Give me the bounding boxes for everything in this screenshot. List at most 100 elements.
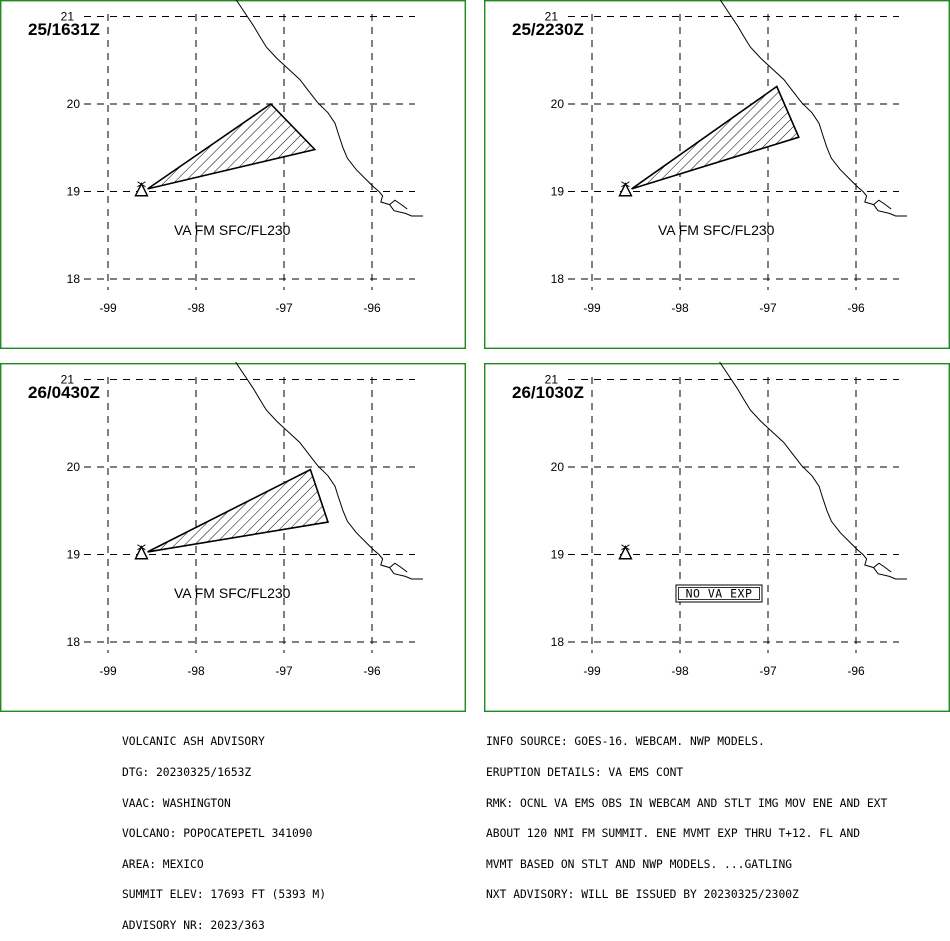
advisory-line: MVMT BASED ON STLT AND NWP MODELS. ...GA… [486, 857, 793, 871]
advisory-line: VOLCANIC ASH ADVISORY [122, 735, 265, 749]
ash-cloud-outline [147, 102, 317, 190]
lat-tick-label: 21 [545, 373, 559, 387]
forecast-panel-1: -99 -98 -97 -96 18 19 20 21 25/1631Z VA FM SFC/… [0, 0, 467, 350]
no-va-box [675, 584, 763, 603]
va-level-label: VA FM SFC/FL230 [658, 222, 775, 238]
volcano-triangle-icon [618, 544, 633, 560]
lon-tick-label: -98 [671, 664, 689, 678]
coastline [719, 361, 907, 580]
advisory-line: ABOUT 120 NMI FM SUMMIT. ENE MVMT EXP TH… [486, 827, 861, 841]
panel-time-label: 25/1631Z [28, 20, 100, 39]
lat-tick-label: 21 [61, 10, 75, 24]
advisory-line: AREA: MEXICO [122, 857, 204, 871]
lon-tick-label: -97 [759, 301, 777, 315]
ash-cloud-outline [147, 468, 330, 553]
coastline [235, 361, 423, 580]
panel-time-label: 26/1030Z [512, 383, 584, 402]
ash-cloud-polygon [147, 102, 317, 190]
advisory-line: VOLCANO: POPOCATEPETL 341090 [122, 827, 313, 841]
coastline-path [719, 0, 907, 217]
va-level-label: VA FM SFC/FL230 [174, 585, 291, 601]
panel-frame [483, 0, 950, 350]
advisory-line: VAAC: WASHINGTON [122, 796, 231, 810]
lon-tick-label: -97 [275, 664, 293, 678]
advisory-line: SUMMIT ELEV: 17693 FT (5393 M) [122, 888, 327, 902]
lat-tick-label: 20 [551, 97, 565, 111]
coastline-path [235, 0, 423, 217]
volcano-triangle-icon [618, 545, 633, 560]
coastline [235, 0, 423, 217]
panel-time-label: 26/0430Z [28, 383, 100, 402]
lon-tick-label: -99 [99, 301, 117, 315]
lon-tick-label: -98 [187, 664, 205, 678]
advisory-text-right: INFO SOURCE: GOES-16. WEBCAM. NWP MODELS… [486, 717, 887, 911]
lon-tick-label: -96 [847, 664, 865, 678]
lon-tick-label: -99 [583, 301, 601, 315]
coastline-detail [389, 562, 408, 573]
volcano-triangle-icon [134, 545, 149, 560]
volcano-triangle-icon [134, 544, 149, 560]
lon-tick-label: -97 [759, 664, 777, 678]
lat-tick-label: 20 [551, 460, 565, 474]
advisory-line: ERUPTION DETAILS: VA EMS CONT [486, 766, 684, 779]
panel-time-label: 25/2230Z [512, 20, 584, 39]
volcano-triangle-icon [618, 182, 633, 197]
lon-tick-label: -96 [847, 301, 865, 315]
volcano-triangle-icon [134, 181, 149, 197]
no-va-label: NO VA EXP [686, 587, 753, 601]
ash-cloud-polygon [631, 85, 800, 190]
lat-tick-label: 21 [61, 373, 75, 387]
graticule [568, 14, 899, 290]
coastline [719, 0, 907, 217]
lat-tick-label: 18 [551, 272, 565, 286]
advisory-line: NXT ADVISORY: WILL BE ISSUED BY 20230325… [486, 888, 799, 902]
coastline-detail [873, 199, 892, 210]
coastline-path [719, 361, 907, 580]
ash-cloud-outline [631, 85, 800, 190]
lat-tick-label: 19 [67, 548, 81, 562]
panel-frame [0, 0, 467, 350]
volcano-triangle-icon [618, 181, 633, 197]
coastline-path [235, 361, 423, 580]
advisory-line: DTG: 20230325/1653Z [122, 766, 252, 779]
lon-tick-label: -99 [583, 664, 601, 678]
lat-tick-label: 18 [67, 272, 81, 286]
no-va-box-inner [678, 587, 760, 600]
lat-tick-label: 20 [67, 460, 81, 474]
axis-tick-labels: -99 -98 -97 -96 18 19 20 21 [545, 10, 865, 316]
axis-tick-labels: -99 -98 -97 -96 18 19 20 21 [61, 10, 381, 316]
lat-tick-label: 18 [67, 635, 81, 649]
lon-tick-label: -98 [671, 301, 689, 315]
forecast-panel-2: -99 -98 -97 -96 18 19 20 21 25/2230Z VA FM SFC/… [483, 0, 950, 350]
eruption-mark-icon [137, 181, 146, 188]
lon-tick-label: -98 [187, 301, 205, 315]
eruption-mark-icon [621, 181, 630, 188]
lon-tick-label: -96 [363, 664, 381, 678]
forecast-panel-4: -99 -98 -97 -96 18 19 20 21 26/1030Z NO VA EXP [483, 361, 950, 713]
lon-tick-label: -97 [275, 301, 293, 315]
eruption-mark-icon [137, 544, 146, 551]
ash-cloud-polygon [147, 468, 330, 553]
lat-tick-label: 19 [551, 185, 565, 199]
advisory-line: RMK: OCNL VA EMS OBS IN WEBCAM AND STLT … [486, 796, 888, 810]
axis-tick-labels: -99 -98 -97 -96 18 19 20 21 [545, 373, 865, 679]
panel-frame [483, 362, 950, 713]
volcano-triangle-icon [134, 182, 149, 197]
va-level-label: VA FM SFC/FL230 [174, 222, 291, 238]
graticule [568, 377, 899, 653]
advisory-line: INFO SOURCE: GOES-16. WEBCAM. NWP MODELS… [486, 735, 765, 749]
coastline-detail [389, 199, 408, 210]
lon-tick-label: -96 [363, 301, 381, 315]
lat-tick-label: 18 [551, 635, 565, 649]
panel-frame [0, 362, 467, 713]
eruption-mark-icon [621, 544, 630, 551]
advisory-line: ADVISORY NR: 2023/363 [122, 918, 265, 932]
lat-tick-label: 21 [545, 10, 559, 24]
coastline-detail [873, 562, 892, 573]
lon-tick-label: -99 [99, 664, 117, 678]
axis-tick-labels: -99 -98 -97 -96 18 19 20 21 [61, 373, 381, 679]
lat-tick-label: 19 [551, 548, 565, 562]
lat-tick-label: 20 [67, 97, 81, 111]
advisory-text-left: VOLCANIC ASH ADVISORY DTG: 20230325/1653… [122, 717, 326, 941]
lat-tick-label: 19 [67, 185, 81, 199]
